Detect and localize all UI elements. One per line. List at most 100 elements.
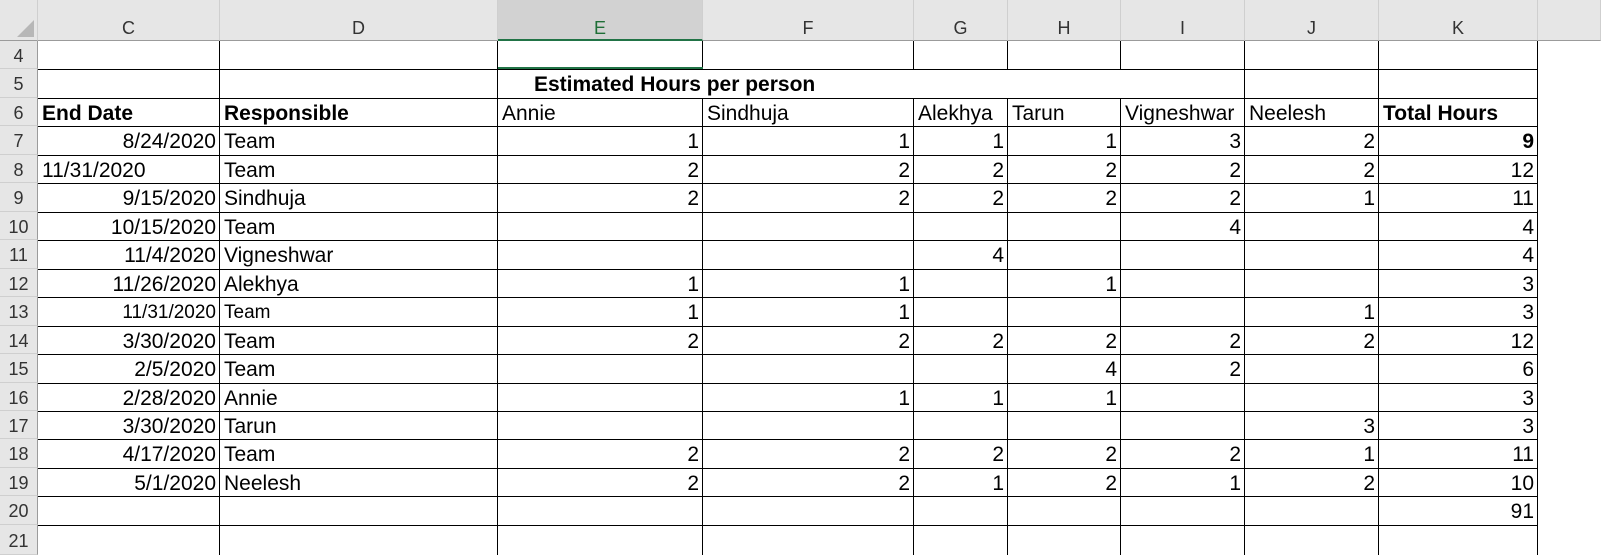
vigneshwar-hours-cell[interactable]: 4 [1229,216,1241,239]
alekhya-hours-cell[interactable]: 2 [992,187,1004,210]
total-hours-cell[interactable]: 9 [1522,130,1534,153]
vigneshwar-hours-cell[interactable] [1121,298,1245,326]
neelesh-hours-cell[interactable]: 2 [1363,472,1375,495]
column-header-k[interactable]: K [1379,0,1538,41]
neelesh-hours-cell[interactable] [1245,384,1379,412]
row-header-19[interactable]: 19 [0,468,38,496]
alekhya-hours-cell[interactable]: 4 [992,244,1004,267]
alekhya-hours-cell[interactable] [914,355,1008,383]
vigneshwar-hours-cell[interactable]: 3 [1229,130,1241,153]
row-header-13[interactable]: 13 [0,297,38,326]
row-header-8[interactable]: 8 [0,155,38,183]
end-date-cell[interactable]: 4/17/2020 [122,443,216,466]
alekhya-hours-cell[interactable] [914,412,1008,440]
vigneshwar-hours-cell[interactable]: 1 [1229,472,1241,495]
row-header-15[interactable]: 15 [0,354,38,383]
end-date-cell[interactable]: 11/31/2020 [122,302,216,323]
responsible-cell[interactable]: Tarun [224,415,277,438]
end-date-cell[interactable]: 9/15/2020 [122,187,216,210]
end-date-cell[interactable]: 5/1/2020 [134,472,216,495]
alekhya-hours-cell[interactable]: 1 [992,387,1004,410]
total-hours-cell[interactable]: 6 [1522,358,1534,381]
end-date-cell[interactable]: 10/15/2020 [110,216,216,239]
alekhya-hours-cell[interactable] [914,270,1008,298]
tarun-hours-cell[interactable]: 1 [1105,273,1117,296]
total-hours-cell[interactable]: 3 [1522,387,1534,410]
neelesh-hours-cell[interactable] [1245,355,1379,383]
annie-hours-cell[interactable]: 2 [687,443,699,466]
neelesh-hours-cell[interactable]: 1 [1363,443,1375,466]
alekhya-hours-cell[interactable] [914,213,1008,241]
vigneshwar-hours-cell[interactable]: 2 [1229,443,1241,466]
alekhya-hours-cell[interactable]: 1 [992,472,1004,495]
header-vigneshwar[interactable]: Vigneshwar [1125,102,1235,125]
sindhuja-hours-cell[interactable]: 2 [898,159,910,182]
responsible-cell[interactable]: Team [224,302,271,323]
row-header-5[interactable]: 5 [0,69,38,98]
vigneshwar-hours-cell[interactable] [1121,270,1245,298]
sindhuja-hours-cell[interactable]: 2 [898,472,910,495]
end-date-cell[interactable]: 8/24/2020 [122,130,216,153]
end-date-cell[interactable]: 11/26/2020 [112,273,216,296]
responsible-cell[interactable]: Team [224,159,276,182]
annie-hours-cell[interactable] [498,384,703,412]
row-header-11[interactable]: 11 [0,240,38,269]
sindhuja-hours-cell[interactable]: 2 [898,187,910,210]
header-annie[interactable]: Annie [502,102,556,125]
row-header-10[interactable]: 10 [0,212,38,240]
neelesh-hours-cell[interactable]: 1 [1363,187,1375,210]
annie-hours-cell[interactable]: 2 [687,472,699,495]
row-header-16[interactable]: 16 [0,383,38,411]
column-header-j[interactable]: J [1245,0,1379,41]
column-header-i[interactable]: I [1121,0,1245,41]
responsible-cell[interactable]: Sindhuja [224,187,306,210]
alekhya-hours-cell[interactable]: 2 [992,443,1004,466]
total-hours-cell[interactable]: 12 [1510,330,1534,353]
row-header-12[interactable]: 12 [0,269,38,297]
tarun-hours-cell[interactable]: 2 [1105,187,1117,210]
header-neelesh[interactable]: Neelesh [1249,102,1327,125]
sindhuja-hours-cell[interactable]: 1 [898,301,910,324]
row-header-14[interactable]: 14 [0,326,38,354]
tarun-hours-cell[interactable]: 1 [1105,387,1117,410]
row-header-18[interactable]: 18 [0,439,38,468]
responsible-cell[interactable]: Team [224,358,276,381]
header-sindhuja[interactable]: Sindhuja [707,102,789,125]
responsible-cell[interactable]: Team [224,330,276,353]
end-date-cell[interactable]: 3/30/2020 [122,415,216,438]
alekhya-hours-cell[interactable]: 2 [992,159,1004,182]
total-hours-cell[interactable]: 10 [1510,472,1534,495]
annie-hours-cell[interactable]: 1 [687,130,699,153]
vigneshwar-hours-cell[interactable]: 2 [1229,187,1241,210]
total-hours-cell[interactable]: 3 [1522,273,1534,296]
end-date-cell[interactable]: 2/5/2020 [134,358,216,381]
neelesh-hours-cell[interactable]: 1 [1363,301,1375,324]
responsible-cell[interactable]: Annie [224,387,278,410]
total-hours-cell[interactable]: 11 [1512,443,1534,466]
row-header-4[interactable]: 4 [0,41,38,69]
tarun-hours-cell[interactable]: 2 [1105,472,1117,495]
annie-hours-cell[interactable]: 2 [687,330,699,353]
vigneshwar-hours-cell[interactable]: 2 [1229,358,1241,381]
vigneshwar-hours-cell[interactable] [1121,241,1245,269]
responsible-cell[interactable]: Team [224,443,276,466]
neelesh-hours-cell[interactable] [1245,213,1379,241]
total-hours-cell[interactable]: 4 [1522,244,1534,267]
end-date-cell[interactable]: 11/4/2020 [124,244,216,267]
header-alekhya[interactable]: Alekhya [918,102,993,125]
annie-hours-cell[interactable] [498,213,703,241]
select-all-corner[interactable] [0,0,38,41]
sindhuja-hours-cell[interactable] [703,241,914,269]
responsible-cell[interactable]: Team [224,216,276,239]
alekhya-hours-cell[interactable] [914,298,1008,326]
sindhuja-hours-cell[interactable] [703,213,914,241]
sindhuja-hours-cell[interactable]: 2 [898,443,910,466]
tarun-hours-cell[interactable]: 2 [1105,159,1117,182]
vigneshwar-hours-cell[interactable]: 2 [1229,159,1241,182]
alekhya-hours-cell[interactable]: 1 [992,130,1004,153]
sindhuja-hours-cell[interactable]: 1 [898,387,910,410]
header-end-date[interactable]: End Date [42,102,134,125]
neelesh-hours-cell[interactable]: 2 [1363,130,1375,153]
header-tarun[interactable]: Tarun [1012,102,1065,125]
row-header-17[interactable]: 17 [0,411,38,439]
